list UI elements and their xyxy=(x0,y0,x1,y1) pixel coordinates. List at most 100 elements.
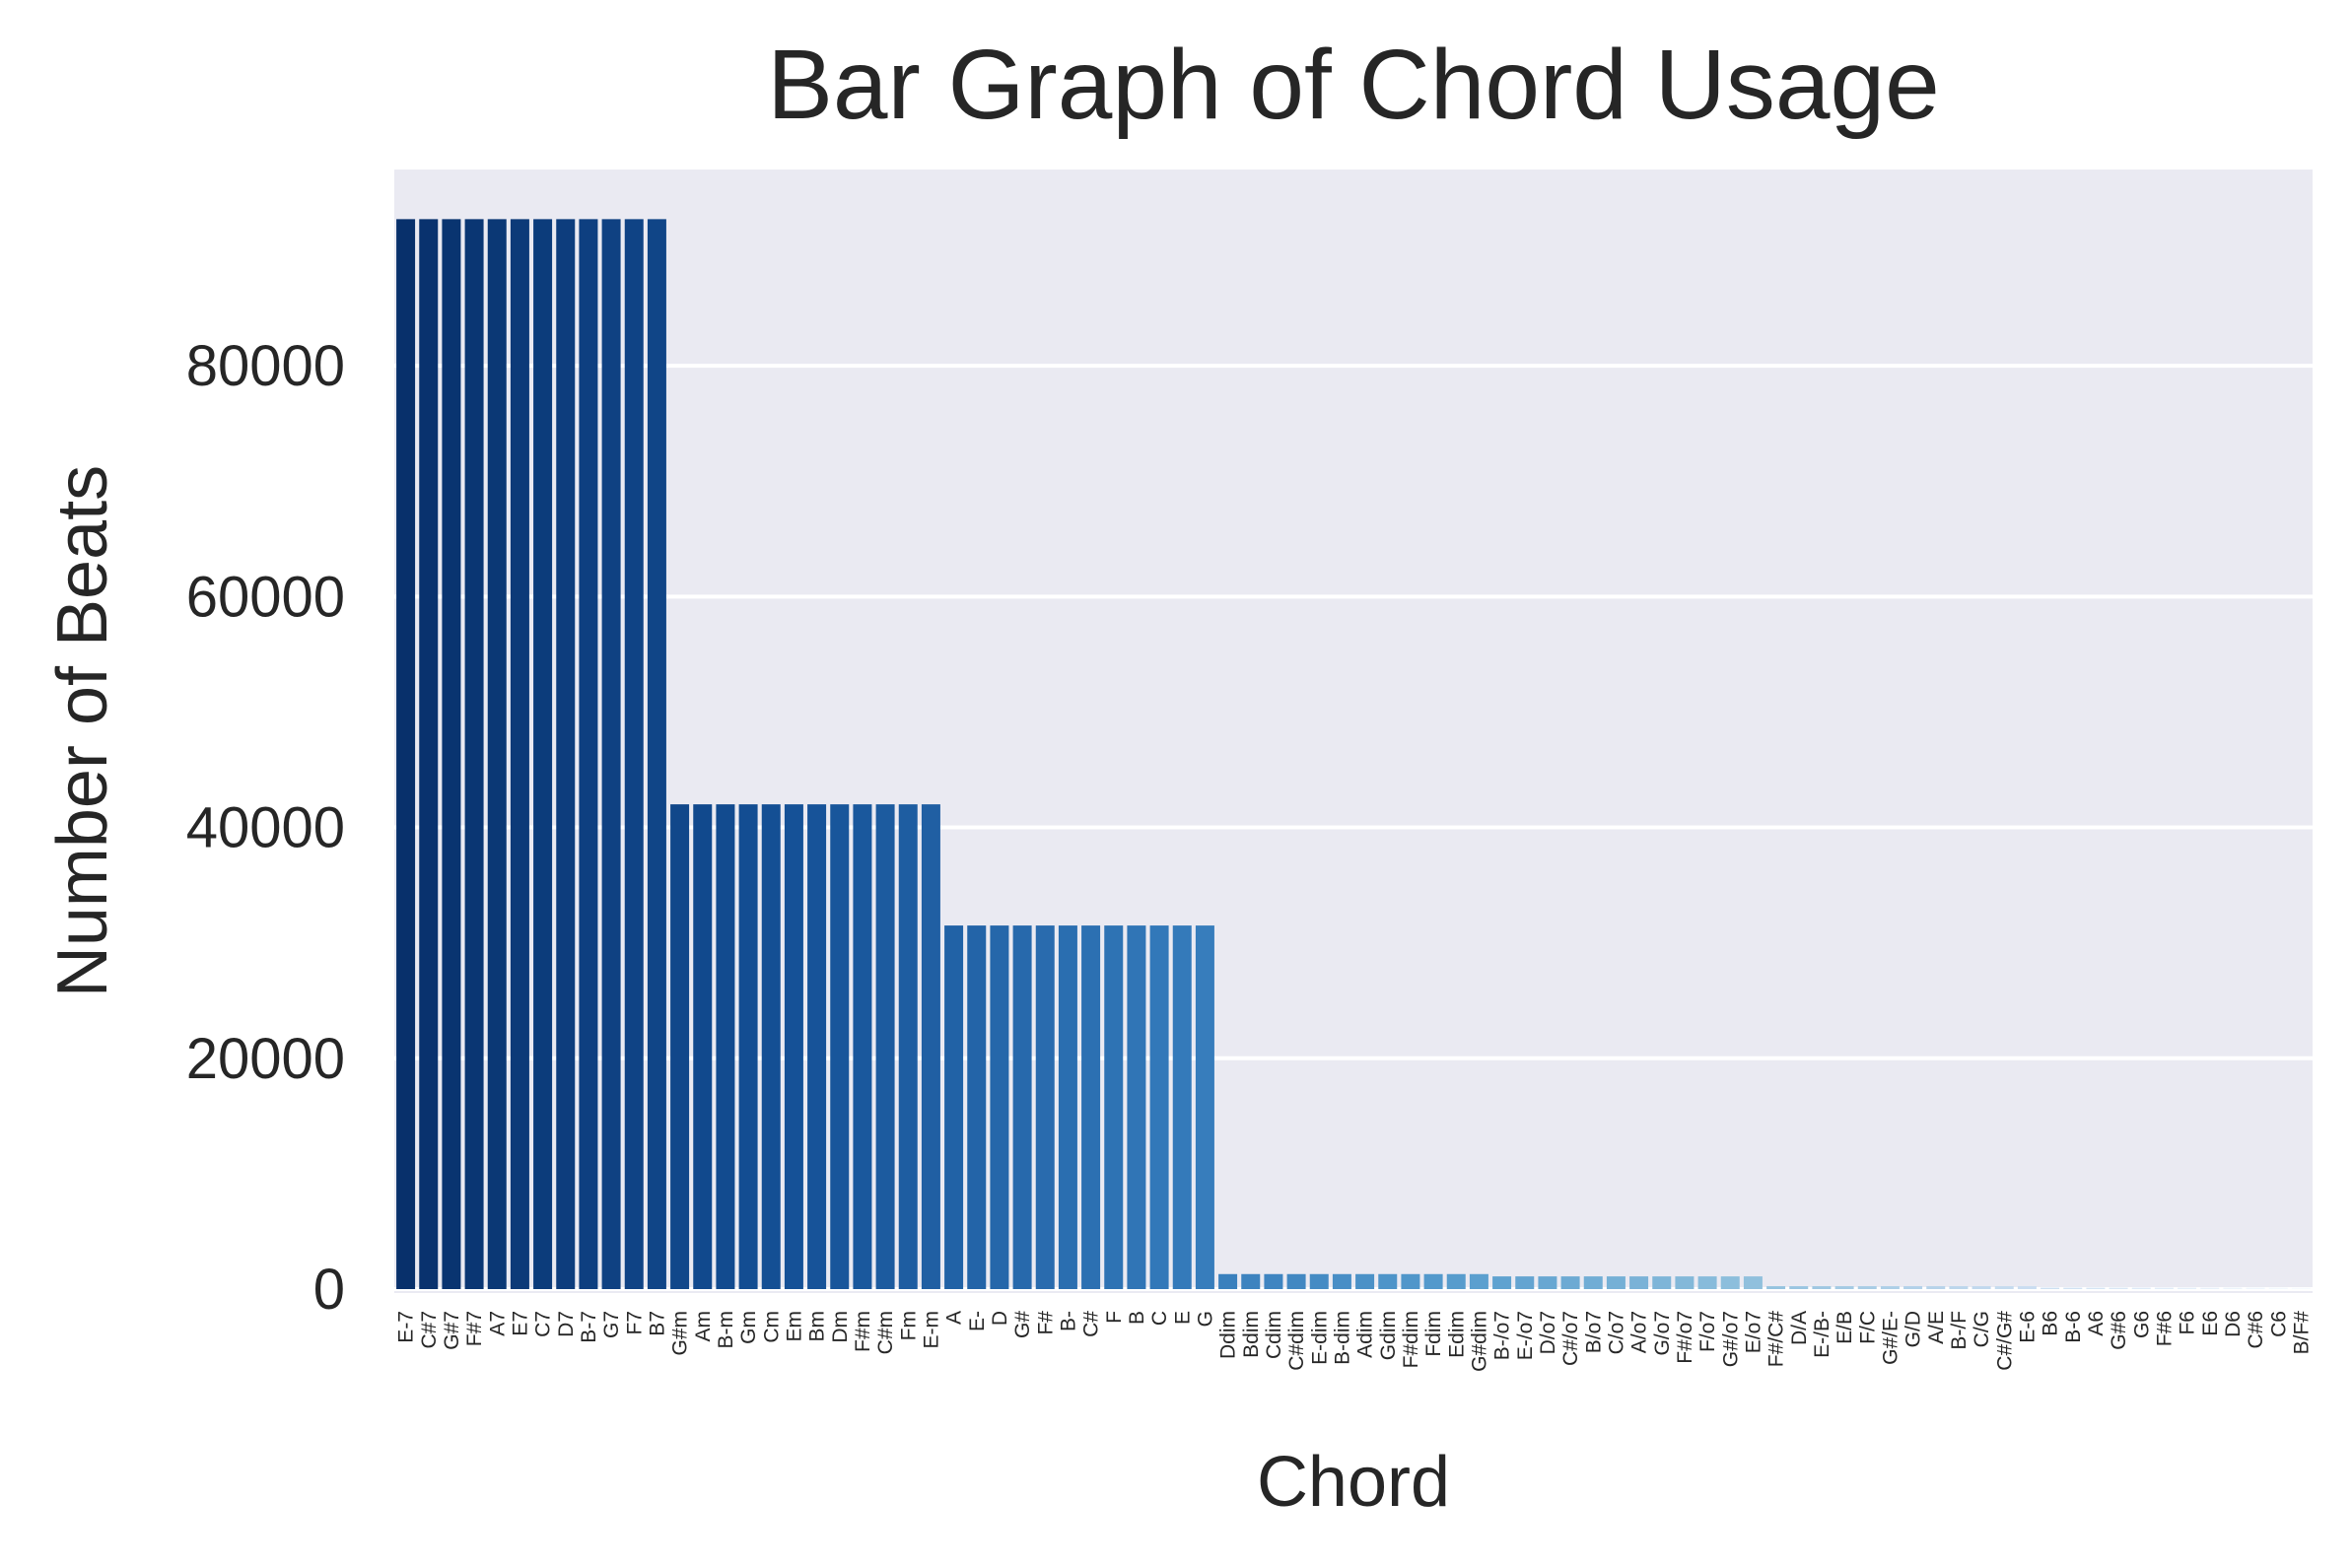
bar xyxy=(1492,1276,1512,1289)
bar xyxy=(921,804,940,1289)
x-tick-label: C7 xyxy=(532,1311,555,1337)
bar xyxy=(1857,1286,1877,1289)
x-tick-label: C#/G# xyxy=(1993,1311,2016,1371)
bar xyxy=(1423,1273,1443,1289)
bar xyxy=(624,219,644,1289)
x-tick-label: F# xyxy=(1034,1311,1057,1335)
x-tick-label: G/D xyxy=(1902,1311,1925,1347)
bar xyxy=(693,804,713,1289)
bar xyxy=(1903,1286,1923,1289)
bar xyxy=(1172,925,1192,1289)
bar xyxy=(510,219,529,1289)
x-tick-label: A7 xyxy=(486,1311,509,1336)
x-tick-label: E-/o7 xyxy=(1514,1311,1537,1360)
bars xyxy=(396,219,2311,1289)
bar xyxy=(1675,1276,1695,1289)
bar xyxy=(487,219,507,1289)
bar xyxy=(2200,1287,2220,1289)
x-tick-label: B- xyxy=(1057,1311,1079,1331)
x-tick-label: Gdim xyxy=(1377,1311,1400,1360)
bar xyxy=(1469,1273,1488,1289)
x-tick-label: Adim xyxy=(1354,1311,1377,1358)
bar xyxy=(1583,1276,1603,1289)
bar xyxy=(2154,1287,2174,1289)
x-tick-label: G#/o7 xyxy=(1719,1311,1742,1367)
x-tick-label: F/o7 xyxy=(1696,1311,1719,1352)
bar xyxy=(990,925,1009,1289)
x-tick-label: B-7 xyxy=(578,1311,600,1343)
bar xyxy=(1560,1276,1580,1289)
x-tick-label: G/o7 xyxy=(1651,1311,1674,1356)
x-tick-label: A xyxy=(943,1311,966,1325)
bar xyxy=(1401,1273,1420,1289)
bar xyxy=(396,219,416,1289)
x-tick-label: B6 xyxy=(2040,1311,2062,1336)
x-tick-label: B-6 xyxy=(2062,1311,2085,1343)
x-tick-label: F#dim xyxy=(1400,1311,1422,1368)
bar xyxy=(1035,925,1055,1289)
x-tick-label: Em xyxy=(783,1311,805,1342)
chart-title: Bar Graph of Chord Usage xyxy=(767,30,1940,140)
x-tick-label: C#dim xyxy=(1285,1311,1308,1371)
x-tick-label: G xyxy=(1194,1311,1216,1327)
x-tick-label: E-6 xyxy=(2016,1311,2039,1343)
x-tick-label: D7 xyxy=(555,1311,578,1337)
bar xyxy=(1446,1273,1466,1289)
bar xyxy=(2063,1287,2083,1289)
x-tick-label: Bdim xyxy=(1240,1311,1263,1358)
x-tick-label: G7 xyxy=(600,1311,623,1338)
x-tick-label: B-m xyxy=(715,1311,737,1349)
bar xyxy=(1629,1276,1649,1289)
x-tick-label: D xyxy=(989,1311,1011,1326)
bar xyxy=(761,804,781,1289)
x-tick-label: Fdim xyxy=(1422,1311,1445,1357)
bar xyxy=(784,804,803,1289)
x-tick-label: G#/E- xyxy=(1879,1311,1902,1365)
x-tick-label: B-dim xyxy=(1331,1311,1353,1365)
x-tick-label: B/o7 xyxy=(1582,1311,1605,1353)
x-tick-label: E6 xyxy=(2199,1311,2222,1336)
bar xyxy=(967,925,987,1289)
bar xyxy=(1149,925,1169,1289)
x-tick-label: E-m xyxy=(920,1311,942,1349)
x-tick-label: C/G xyxy=(1971,1311,1993,1347)
bar xyxy=(2291,1287,2311,1289)
x-tick-label: D/o7 xyxy=(1537,1311,1559,1354)
x-tick-label: G#6 xyxy=(2108,1311,2130,1350)
x-tick-label: B-/F xyxy=(1948,1311,1971,1350)
x-tick-label: B-/o7 xyxy=(1491,1311,1514,1360)
x-tick-label: Dm xyxy=(829,1311,852,1343)
bar xyxy=(1058,925,1077,1289)
bar xyxy=(853,804,872,1289)
x-tick-label: Gm xyxy=(737,1311,760,1344)
x-tick-label: Cdim xyxy=(1263,1311,1285,1359)
bar xyxy=(1355,1273,1375,1289)
bar xyxy=(1972,1286,1991,1289)
bar xyxy=(1378,1273,1398,1289)
x-tick-label: C#m xyxy=(874,1311,897,1354)
bar xyxy=(1218,1273,1238,1289)
bar xyxy=(1949,1286,1969,1289)
bar xyxy=(1538,1276,1557,1289)
x-tick-label: G# xyxy=(1011,1311,1034,1338)
plot-area xyxy=(394,170,2313,1293)
bar xyxy=(670,804,690,1289)
x-tick-label: F#m xyxy=(852,1311,874,1352)
x-tick-label: C/o7 xyxy=(1605,1311,1627,1354)
y-tick-label: 80000 xyxy=(186,334,345,398)
bar xyxy=(1081,925,1101,1289)
x-tick-label: E-7 xyxy=(395,1311,418,1343)
y-tick-label: 60000 xyxy=(186,565,345,629)
x-tick-label: E7 xyxy=(509,1311,531,1336)
bar xyxy=(579,219,598,1289)
x-tick-label: F#/C# xyxy=(1765,1311,1788,1368)
bar xyxy=(1286,1273,1306,1289)
x-tick-label: Edim xyxy=(1445,1311,1468,1358)
bar xyxy=(2017,1286,2037,1289)
bar xyxy=(2246,1287,2265,1289)
x-tick-label: E/B xyxy=(1833,1311,1856,1344)
x-tick-label: C#/o7 xyxy=(1559,1311,1582,1366)
bar xyxy=(2268,1287,2288,1289)
bar xyxy=(898,804,918,1289)
